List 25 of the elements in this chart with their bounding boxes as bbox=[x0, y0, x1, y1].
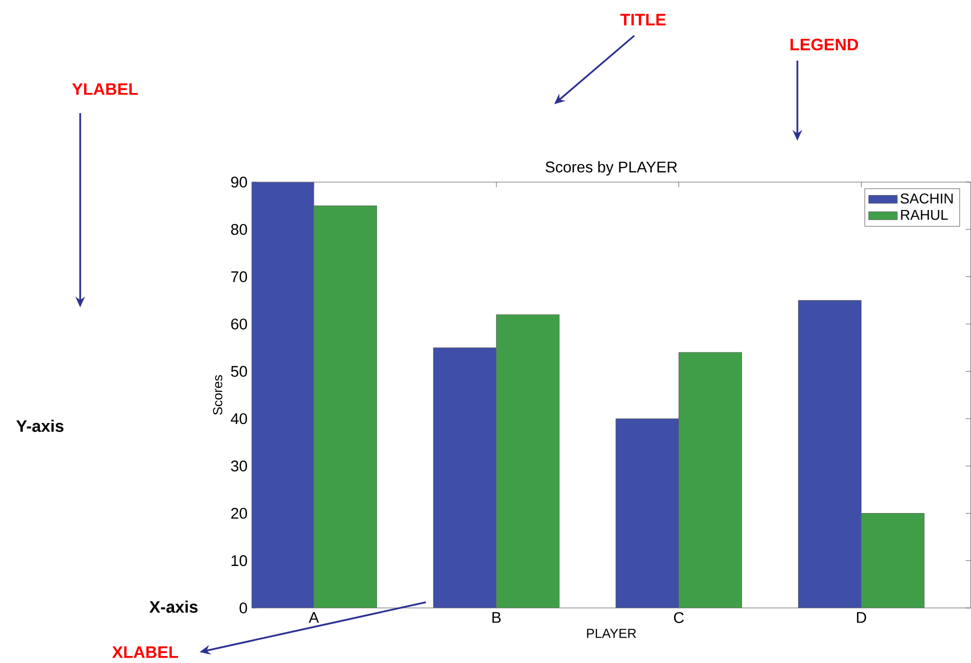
text: LEGEND bbox=[790, 38, 858, 51]
y-tick-label: 40 bbox=[230, 413, 248, 424]
y-tick-label: 50 bbox=[231, 366, 248, 377]
x-tick-label: D bbox=[856, 612, 866, 623]
x-axis-title: PLAYER bbox=[587, 628, 636, 638]
y-tick-label: 30 bbox=[231, 460, 248, 472]
y-tick-label: 0 bbox=[240, 602, 248, 614]
text: XLABEL bbox=[112, 646, 178, 658]
y-tick-label: 90 bbox=[231, 176, 248, 188]
x-tick-label: C bbox=[674, 612, 684, 624]
y-tick-label: 80 bbox=[231, 224, 248, 235]
text: YLABEL bbox=[72, 83, 138, 95]
x-tick-label: A bbox=[308, 612, 319, 623]
x-tick-label: B bbox=[492, 612, 501, 623]
y-tick-label: 60 bbox=[231, 318, 248, 330]
y-tick-label: 70 bbox=[231, 271, 248, 282]
legend-label: RAHUL bbox=[901, 210, 948, 220]
y-axis-title: Scores bbox=[213, 375, 222, 415]
text: TITLE bbox=[620, 14, 666, 26]
y-tick-label: 10 bbox=[232, 555, 248, 566]
text: X-axis bbox=[149, 600, 198, 613]
y-tick-label: 20 bbox=[231, 508, 248, 519]
legend-label: SACHIN bbox=[900, 194, 953, 204]
text: Y-axis bbox=[16, 420, 64, 432]
chart-title: Scores by PLAYER bbox=[546, 161, 677, 176]
